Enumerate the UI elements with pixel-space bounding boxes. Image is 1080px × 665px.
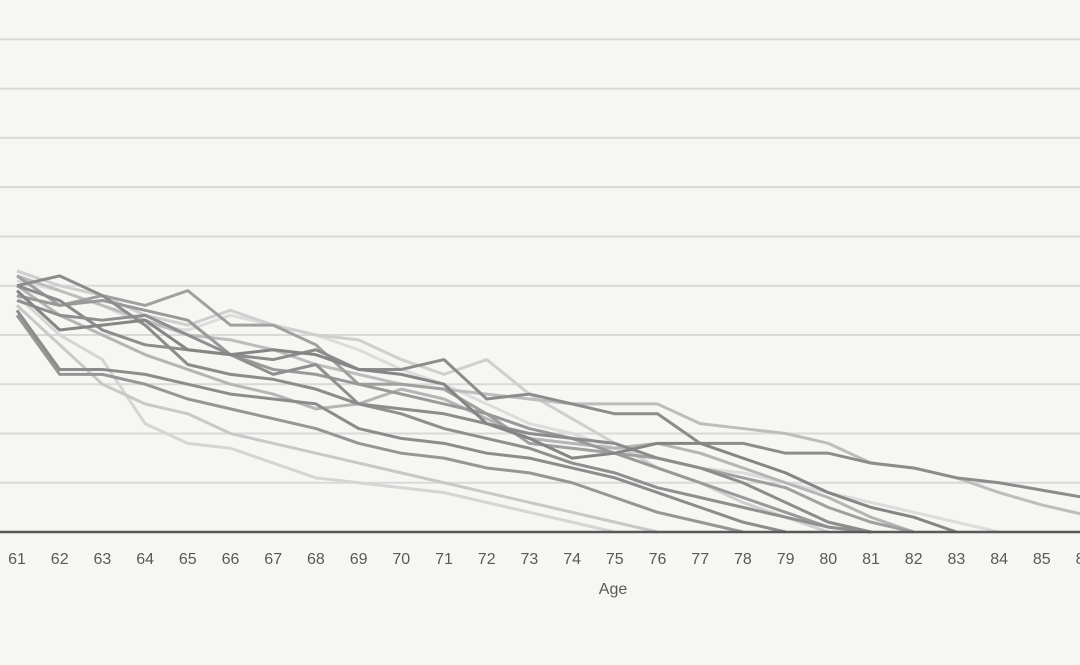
x-tick-label: 82	[905, 551, 923, 568]
series-line	[16, 294, 872, 534]
x-tick-label: 61	[8, 551, 26, 568]
x-tick-label: 69	[350, 551, 368, 568]
x-tick-label: 64	[136, 551, 154, 568]
x-tick-label: 65	[179, 551, 197, 568]
x-tick-label: 66	[222, 551, 240, 568]
x-tick-label: 62	[51, 551, 69, 568]
x-tick-label: 77	[691, 551, 709, 568]
x-tick-label: 81	[862, 551, 880, 568]
x-tick-label: 71	[435, 551, 453, 568]
x-tick-label: 72	[478, 551, 496, 568]
series-line	[15, 304, 658, 534]
series-line	[15, 309, 786, 534]
series-line	[16, 274, 872, 534]
series-line	[16, 274, 915, 534]
x-tick-label: 67	[264, 551, 282, 568]
x-tick-label: 75	[606, 551, 624, 568]
x-tick-label: 79	[777, 551, 795, 568]
x-tick-label: 63	[94, 551, 112, 568]
x-tick-label: 70	[392, 551, 410, 568]
x-tick-label: 73	[521, 551, 539, 568]
x-tick-label: 85	[1033, 551, 1051, 568]
x-axis-label: Age	[599, 581, 628, 598]
x-tick-label: 86	[1076, 551, 1080, 568]
x-tick-label: 76	[649, 551, 667, 568]
x-tick-label: 84	[990, 551, 1008, 568]
x-tick-label: 83	[948, 551, 966, 568]
series-line	[15, 289, 957, 534]
x-tick-label: 78	[734, 551, 752, 568]
x-tick-label: 74	[563, 551, 581, 568]
x-tick-label: 68	[307, 551, 325, 568]
series-line	[15, 314, 744, 534]
series-line	[15, 294, 616, 534]
x-tick-label: 80	[819, 551, 837, 568]
series-line	[16, 299, 872, 534]
